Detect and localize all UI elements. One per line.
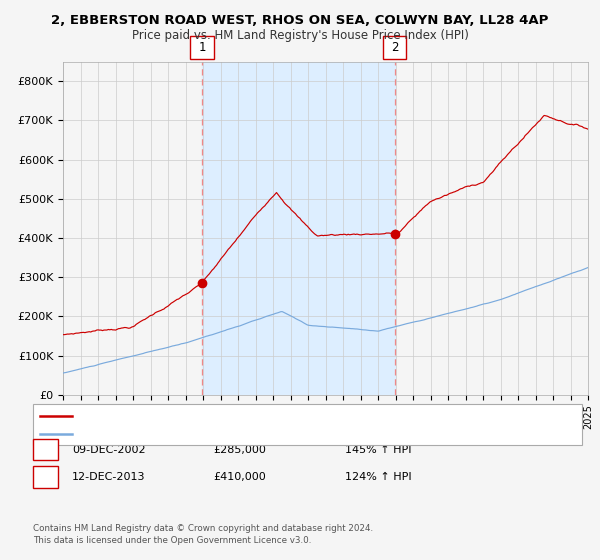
Text: 2, EBBERSTON ROAD WEST, RHOS ON SEA, COLWYN BAY, LL28 4AP: 2, EBBERSTON ROAD WEST, RHOS ON SEA, COL… bbox=[52, 14, 548, 27]
FancyBboxPatch shape bbox=[383, 36, 406, 59]
Text: Price paid vs. HM Land Registry's House Price Index (HPI): Price paid vs. HM Land Registry's House … bbox=[131, 29, 469, 42]
FancyBboxPatch shape bbox=[190, 36, 214, 59]
Text: 2: 2 bbox=[391, 41, 398, 54]
Text: 12-DEC-2013: 12-DEC-2013 bbox=[72, 472, 146, 482]
Text: 2, EBBERSTON ROAD WEST, RHOS ON SEA, COLWYN BAY, LL28 4AP (detached house): 2, EBBERSTON ROAD WEST, RHOS ON SEA, COL… bbox=[78, 411, 497, 421]
Text: £410,000: £410,000 bbox=[213, 472, 266, 482]
Text: 1: 1 bbox=[42, 443, 49, 456]
Text: £285,000: £285,000 bbox=[213, 445, 266, 455]
Text: 1: 1 bbox=[198, 41, 206, 54]
Bar bbox=[202, 62, 395, 395]
Text: HPI: Average price, detached house, Conwy: HPI: Average price, detached house, Conw… bbox=[78, 429, 292, 438]
Text: 145% ↑ HPI: 145% ↑ HPI bbox=[345, 445, 412, 455]
Text: Contains HM Land Registry data © Crown copyright and database right 2024.: Contains HM Land Registry data © Crown c… bbox=[33, 524, 373, 533]
Text: 09-DEC-2002: 09-DEC-2002 bbox=[72, 445, 146, 455]
Text: This data is licensed under the Open Government Licence v3.0.: This data is licensed under the Open Gov… bbox=[33, 536, 311, 545]
Text: 2: 2 bbox=[42, 470, 49, 484]
Text: 124% ↑ HPI: 124% ↑ HPI bbox=[345, 472, 412, 482]
